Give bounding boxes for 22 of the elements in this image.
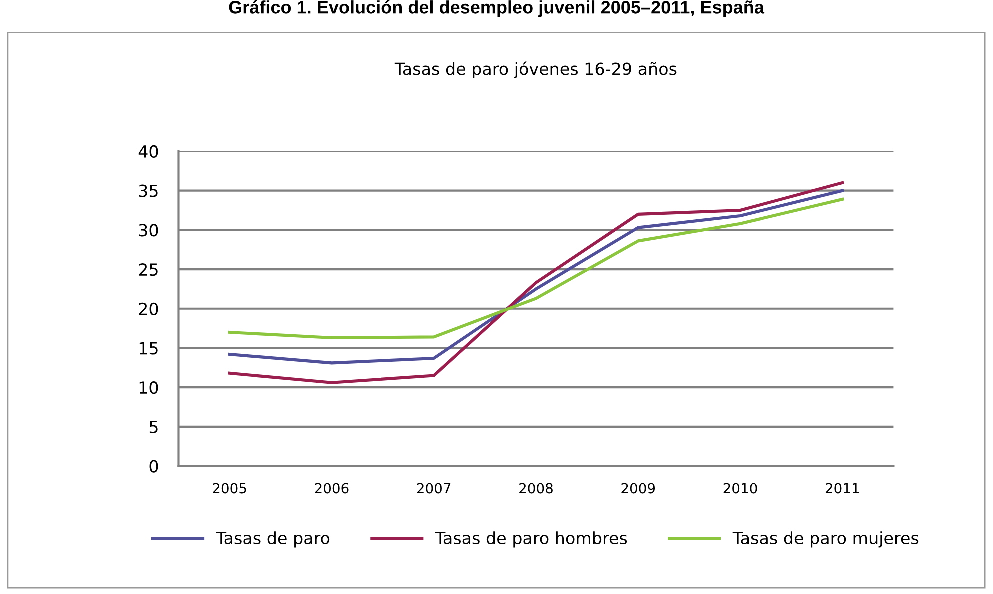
y-tick-label: 10 — [140, 382, 158, 394]
legend-label: Tasas de paro mujeres — [732, 532, 919, 548]
legend-label: Tasas de paro hombres — [435, 532, 628, 548]
x-tick-label: 2008 — [520, 483, 553, 494]
x-tick-label: 2010 — [724, 483, 758, 494]
y-tick-label: 25 — [139, 263, 158, 276]
y-tick-label: 5 — [150, 421, 158, 434]
y-tick-label: 15 — [140, 342, 158, 355]
x-tick-label: 2009 — [622, 483, 656, 494]
y-tick-label: 20 — [139, 302, 158, 316]
x-tick-label: 2007 — [417, 483, 451, 494]
text: Gráfico 1. Evolución del desempleo juvenil 2005–2011, España — [229, 0, 765, 18]
x-tick-label: 2006 — [315, 483, 349, 494]
y-tick-label: 30 — [139, 224, 158, 237]
y-tick-label: 35 — [139, 184, 158, 198]
legend-label: Tasas de paro — [216, 532, 330, 548]
y-tick-label: 40 — [138, 145, 158, 158]
line-series — [228, 198, 844, 340]
y-tick-label: 0 — [150, 460, 158, 473]
x-tick-label: 2011 — [826, 483, 860, 494]
x-tick-label: 2005 — [213, 483, 246, 494]
chart-title: Tasas de paro jóvenes 16-29 años — [394, 62, 677, 79]
